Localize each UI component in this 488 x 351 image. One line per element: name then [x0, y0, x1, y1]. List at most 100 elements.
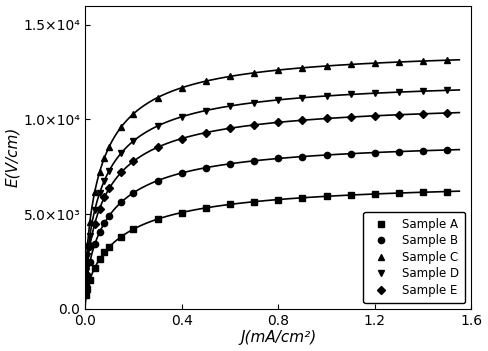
- Y-axis label: E(V/cm): E(V/cm): [5, 127, 20, 187]
- Sample D: [420, 89, 426, 93]
- Sample A: [102, 250, 107, 254]
- Sample E: [396, 113, 402, 117]
- Sample B: [84, 273, 90, 278]
- Sample A: [324, 194, 329, 198]
- Sample E: [130, 159, 136, 164]
- Sample D: [102, 178, 107, 183]
- Line: Sample D: Sample D: [83, 87, 450, 274]
- Sample D: [92, 208, 98, 212]
- Sample E: [300, 118, 305, 122]
- Sample C: [130, 112, 136, 116]
- Sample A: [372, 192, 378, 196]
- Sample B: [92, 242, 98, 246]
- Sample E: [227, 126, 233, 130]
- Sample D: [106, 168, 112, 173]
- Sample C: [102, 156, 107, 160]
- Sample A: [348, 193, 354, 197]
- Sample D: [251, 100, 257, 105]
- Sample C: [179, 86, 184, 90]
- Sample C: [203, 79, 209, 83]
- Line: Sample E: Sample E: [83, 110, 450, 279]
- Sample A: [251, 200, 257, 204]
- Sample D: [83, 269, 89, 273]
- Sample C: [348, 62, 354, 67]
- Sample B: [275, 156, 281, 160]
- Sample B: [203, 166, 209, 170]
- Sample A: [444, 190, 450, 194]
- Sample E: [87, 244, 93, 248]
- Sample C: [227, 74, 233, 79]
- Sample E: [324, 117, 329, 121]
- Sample D: [227, 104, 233, 108]
- Sample B: [444, 148, 450, 152]
- Sample D: [348, 92, 354, 97]
- Sample E: [119, 170, 124, 174]
- Sample E: [83, 274, 89, 278]
- Sample D: [119, 151, 124, 155]
- Sample B: [420, 148, 426, 153]
- Sample A: [83, 293, 89, 297]
- Sample E: [102, 195, 107, 199]
- Sample B: [106, 213, 112, 218]
- Sample B: [130, 191, 136, 195]
- Sample A: [84, 286, 90, 291]
- Sample B: [324, 153, 329, 157]
- Sample B: [179, 171, 184, 175]
- Line: Sample C: Sample C: [83, 57, 450, 266]
- Sample B: [83, 283, 89, 287]
- Sample C: [97, 170, 102, 174]
- Sample D: [203, 108, 209, 113]
- Sample B: [227, 162, 233, 166]
- Sample B: [396, 150, 402, 154]
- Sample C: [300, 66, 305, 70]
- Sample A: [119, 234, 124, 239]
- Sample E: [348, 115, 354, 119]
- Sample A: [396, 191, 402, 195]
- Sample C: [444, 58, 450, 62]
- Sample A: [155, 217, 161, 221]
- Sample D: [324, 94, 329, 98]
- Sample C: [396, 60, 402, 64]
- Sample B: [97, 230, 102, 234]
- Sample B: [119, 200, 124, 204]
- Sample E: [97, 206, 102, 211]
- Sample C: [251, 71, 257, 75]
- Sample E: [92, 221, 98, 226]
- Sample D: [179, 115, 184, 119]
- Sample C: [275, 68, 281, 72]
- Sample C: [84, 243, 90, 247]
- Sample D: [84, 254, 90, 258]
- Sample D: [97, 191, 102, 195]
- Sample C: [119, 125, 124, 129]
- Sample E: [106, 186, 112, 191]
- Sample A: [179, 211, 184, 215]
- Sample D: [155, 124, 161, 128]
- Sample A: [87, 278, 93, 282]
- Sample A: [203, 206, 209, 210]
- Sample D: [87, 233, 93, 238]
- Legend: Sample A, Sample B, Sample C, Sample D, Sample E: Sample A, Sample B, Sample C, Sample D, …: [364, 212, 466, 303]
- Sample C: [155, 95, 161, 100]
- Line: Sample A: Sample A: [83, 188, 450, 298]
- Sample D: [396, 90, 402, 94]
- Sample C: [324, 64, 329, 68]
- Sample B: [102, 221, 107, 225]
- Sample D: [444, 88, 450, 92]
- Sample A: [106, 245, 112, 249]
- Sample C: [83, 261, 89, 265]
- Sample A: [97, 257, 102, 261]
- Sample D: [300, 95, 305, 100]
- Sample B: [87, 260, 93, 264]
- Sample E: [203, 131, 209, 135]
- Sample B: [251, 159, 257, 163]
- Line: Sample B: Sample B: [83, 147, 450, 289]
- Sample A: [130, 227, 136, 231]
- Sample D: [372, 91, 378, 95]
- Sample D: [130, 139, 136, 143]
- Sample C: [372, 61, 378, 65]
- Sample E: [84, 261, 90, 265]
- Sample E: [155, 145, 161, 150]
- Sample E: [179, 137, 184, 141]
- Sample E: [444, 111, 450, 115]
- Sample C: [92, 190, 98, 194]
